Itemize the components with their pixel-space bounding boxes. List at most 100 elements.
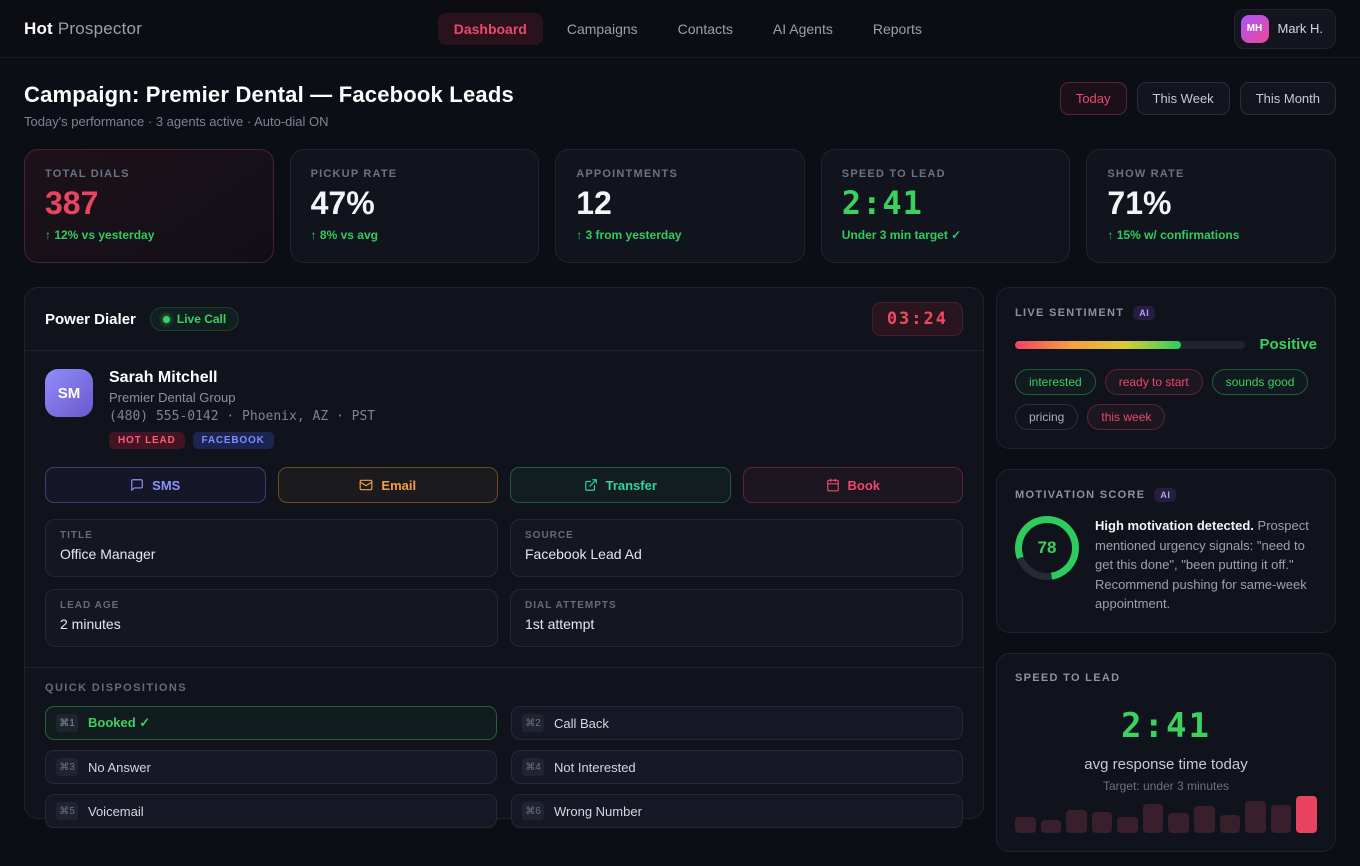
- live-sentiment-panel: LIVE SENTIMENT AI Positive interested re…: [996, 287, 1336, 449]
- stat-value: 12: [576, 185, 612, 221]
- email-button[interactable]: Email: [277, 467, 498, 503]
- lead-fields: TITLE Office Manager SOURCE Facebook Lea…: [45, 519, 963, 647]
- book-label: Book: [847, 477, 881, 493]
- disposition-label: Booked ✓: [88, 715, 151, 730]
- speed-bar: [1142, 803, 1164, 833]
- speed-bar: [1194, 805, 1215, 833]
- brand-bold: Hot: [24, 18, 53, 38]
- speed-bar: [1117, 816, 1138, 833]
- disposition-wrong-number-button[interactable]: ⌘6 Wrong Number: [511, 794, 963, 828]
- nav-item-dashboard[interactable]: Dashboard: [437, 12, 543, 45]
- speed-bar: [1270, 804, 1292, 833]
- stat-label: PICKUP RATE: [310, 168, 398, 180]
- contact-card: SM Sarah Mitchell Premier Dental Group (…: [45, 369, 963, 449]
- disposition-no-answer-button[interactable]: ⌘3 No Answer: [45, 750, 497, 784]
- top-nav: Hot Prospector Dashboard Campaigns Conta…: [0, 0, 1360, 58]
- motivation-heading: MOTIVATION SCORE: [1015, 489, 1146, 501]
- page-title: Campaign: Premier Dental — Facebook Lead…: [24, 82, 514, 107]
- sentiment-tag: this week: [1087, 404, 1166, 430]
- transfer-icon: [584, 479, 597, 491]
- hot-lead-badge: HOT LEAD: [109, 432, 185, 449]
- field-dial-attempts: DIAL ATTEMPTS 1st attempt: [510, 589, 963, 647]
- motivation-text-rest: Prospect mentioned urgency signals: "nee…: [1095, 518, 1309, 611]
- hotkey-badge: ⌘6: [522, 802, 544, 820]
- stat-delta: ↑ 15% w/ confirmations: [1107, 228, 1240, 243]
- stat-card-show-rate: SHOW RATE 71% ↑ 15% w/ confirmations: [1086, 149, 1336, 263]
- field-value: 2 minutes: [60, 616, 121, 632]
- stats-row: TOTAL DIALS 387 ↑ 12% vs yesterday PICKU…: [0, 129, 1360, 263]
- book-button[interactable]: Book: [742, 467, 963, 503]
- sms-button[interactable]: SMS: [45, 467, 266, 503]
- motivation-text-bold: High motivation detected.: [1095, 518, 1254, 533]
- nav-items: Dashboard Campaigns Contacts AI Agents R…: [437, 12, 938, 45]
- speed-time-value: 2:41: [1121, 705, 1211, 746]
- disposition-not-interested-button[interactable]: ⌘4 Not Interested: [511, 750, 963, 784]
- motivation-body: 78 High motivation detected. Prospect me…: [1015, 516, 1317, 614]
- motivation-header: MOTIVATION SCORE AI: [1015, 488, 1317, 502]
- live-dot-icon: [162, 315, 170, 323]
- dispositions-grid: ⌘1 Booked ✓ ⌘2 Call Back ⌘3 No Answer ⌘4…: [45, 706, 963, 828]
- disposition-callback-button[interactable]: ⌘2 Call Back: [511, 706, 963, 740]
- speed-bar: [1091, 811, 1113, 833]
- period-week-button[interactable]: This Week: [1136, 82, 1230, 115]
- stat-label: SHOW RATE: [1107, 168, 1185, 180]
- contact-phone: (480) 555-0142 · Phoenix, AZ · PST: [109, 409, 376, 424]
- ai-badge: AI: [1133, 306, 1156, 320]
- transfer-label: Transfer: [605, 477, 657, 493]
- sentiment-label: Positive: [1259, 336, 1317, 353]
- contact-badges: HOT LEAD FACEBOOK: [109, 432, 375, 449]
- nav-item-reports[interactable]: Reports: [872, 20, 922, 37]
- facebook-badge: FACEBOOK: [192, 432, 274, 449]
- main-content: Power Dialer Live Call 03:24 SM Sarah Mi…: [0, 263, 1360, 852]
- sentiment-tag: interested: [1015, 369, 1096, 395]
- stat-delta: Under 3 min target ✓: [841, 228, 962, 243]
- motivation-score-value: 78: [1022, 523, 1072, 573]
- stat-card-speed-to-lead: SPEED TO LEAD 2:41 Under 3 min target ✓: [820, 149, 1071, 263]
- disposition-voicemail-button[interactable]: ⌘5 Voicemail: [45, 794, 497, 828]
- envelope-icon: [359, 479, 373, 491]
- sentiment-track: [1015, 340, 1246, 349]
- field-source: SOURCE Facebook Lead Ad: [510, 519, 963, 577]
- contact-details: Sarah Mitchell Premier Dental Group (480…: [109, 369, 375, 449]
- stat-value: 387: [45, 185, 99, 221]
- transfer-button[interactable]: Transfer: [510, 467, 731, 503]
- stat-label: SPEED TO LEAD: [841, 168, 946, 180]
- action-buttons: SMS Email Transfer Book: [45, 467, 963, 503]
- speed-bar: [1219, 814, 1241, 833]
- sentiment-fill: [1015, 340, 1181, 349]
- quick-dispositions: QUICK DISPOSITIONS ⌘1 Booked ✓ ⌘2 Call B…: [25, 667, 983, 846]
- stat-label: TOTAL DIALS: [45, 168, 130, 180]
- stat-value: 2:41: [841, 184, 923, 222]
- call-timer: 03:24: [871, 302, 963, 336]
- field-label: LEAD AGE: [60, 600, 120, 611]
- dialer-header: Power Dialer Live Call 03:24: [25, 288, 983, 351]
- sentiment-tags: interested ready to start sounds good pr…: [1015, 369, 1317, 430]
- period-month-button[interactable]: This Month: [1239, 82, 1336, 115]
- disposition-label: Call Back: [554, 715, 609, 731]
- stat-value: 71%: [1107, 185, 1172, 221]
- field-label: DIAL ATTEMPTS: [525, 600, 617, 611]
- field-label: TITLE: [60, 530, 93, 541]
- field-value: Facebook Lead Ad: [525, 546, 642, 562]
- nav-item-campaigns[interactable]: Campaigns: [566, 20, 638, 37]
- speed-bar: [1015, 816, 1036, 833]
- dialer-title-wrap: Power Dialer Live Call: [45, 307, 240, 331]
- chat-icon: [131, 479, 143, 491]
- speed-target: Target: under 3 minutes: [1102, 778, 1230, 793]
- speed-bar: [1040, 819, 1062, 833]
- sentiment-tag: ready to start: [1104, 369, 1203, 395]
- live-call-label: Live Call: [176, 312, 227, 326]
- stat-card-appointments: APPOINTMENTS 12 ↑ 3 from yesterday: [555, 149, 805, 263]
- motivation-score-panel: MOTIVATION SCORE AI 78 High motivation d…: [996, 469, 1336, 633]
- user-menu[interactable]: MH Mark H.: [1233, 8, 1336, 49]
- avatar: MH: [1240, 14, 1269, 43]
- field-label: SOURCE: [525, 530, 574, 541]
- stat-card-pickup-rate: PICKUP RATE 47% ↑ 8% vs avg: [289, 149, 540, 263]
- period-today-button[interactable]: Today: [1059, 82, 1127, 115]
- nav-item-contacts[interactable]: Contacts: [677, 20, 733, 37]
- sentiment-heading: LIVE SENTIMENT: [1015, 307, 1125, 319]
- live-call-badge: Live Call: [149, 307, 240, 331]
- nav-item-ai-agents[interactable]: AI Agents: [772, 20, 833, 37]
- disposition-booked-button[interactable]: ⌘1 Booked ✓: [45, 706, 497, 740]
- brand-logo[interactable]: Hot Prospector: [24, 19, 142, 39]
